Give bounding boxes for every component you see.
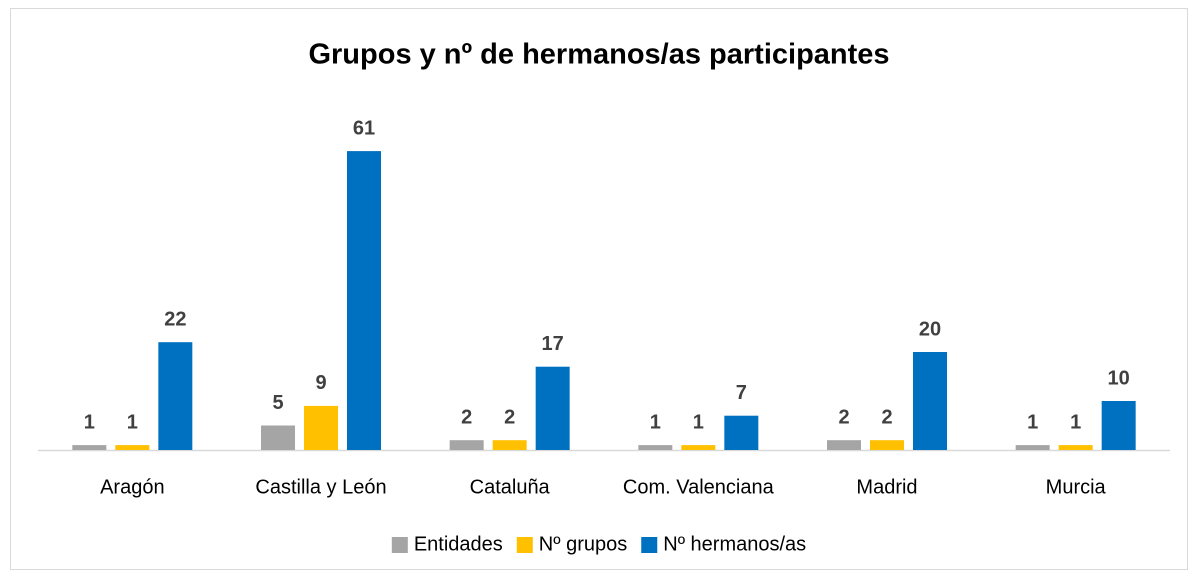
- data-label: 5: [272, 392, 283, 414]
- legend-swatch: [391, 537, 408, 553]
- x-tick-label: Murcia: [1046, 476, 1107, 498]
- data-label: 20: [919, 318, 941, 340]
- chart-title: Grupos y nº de hermanos/as participantes: [308, 39, 889, 71]
- bar: [638, 445, 673, 450]
- bar: [492, 440, 527, 450]
- bar: [261, 425, 295, 450]
- data-label: 22: [164, 308, 186, 330]
- bar: [72, 445, 107, 450]
- x-tick-label: Cataluña: [470, 476, 551, 498]
- x-tick-label: Com. Valenciana: [623, 476, 775, 498]
- bar: [827, 440, 861, 450]
- bar: [158, 342, 193, 450]
- data-label: 1: [84, 411, 95, 433]
- bar: [1015, 445, 1050, 450]
- data-label: 2: [881, 406, 892, 428]
- data-label: 2: [504, 406, 515, 428]
- bar: [681, 445, 716, 450]
- bar: [347, 151, 381, 450]
- bar: [1101, 401, 1136, 450]
- x-tick-label: Aragón: [100, 476, 165, 498]
- legend-label: Nº hermanos/as: [663, 533, 806, 555]
- chart-border: [10, 8, 1188, 570]
- data-label: 2: [461, 406, 472, 428]
- data-label: 10: [1108, 367, 1130, 389]
- data-label: 17: [542, 333, 564, 355]
- x-tick-label: Castilla y León: [255, 476, 386, 498]
- legend-swatch: [516, 537, 533, 553]
- x-tick-label: Madrid: [856, 476, 917, 498]
- bar: [535, 366, 570, 450]
- data-label: 61: [353, 117, 375, 139]
- data-label: 7: [736, 382, 747, 404]
- data-label: 2: [838, 406, 849, 428]
- bar: [449, 440, 484, 450]
- legend-label: Nº grupos: [539, 533, 627, 555]
- data-label: 9: [315, 372, 326, 394]
- data-label: 1: [693, 411, 704, 433]
- bar: [913, 352, 947, 450]
- data-label: 1: [1027, 411, 1038, 433]
- bar: [724, 415, 759, 450]
- data-label: 1: [127, 411, 138, 433]
- legend-swatch: [641, 537, 658, 553]
- bar: [115, 445, 150, 450]
- legend-label: Entidades: [414, 533, 503, 555]
- data-label: 1: [1070, 411, 1081, 433]
- bar: [304, 405, 338, 450]
- bar: [870, 440, 904, 450]
- data-label: 1: [650, 411, 661, 433]
- bar: [1058, 445, 1093, 450]
